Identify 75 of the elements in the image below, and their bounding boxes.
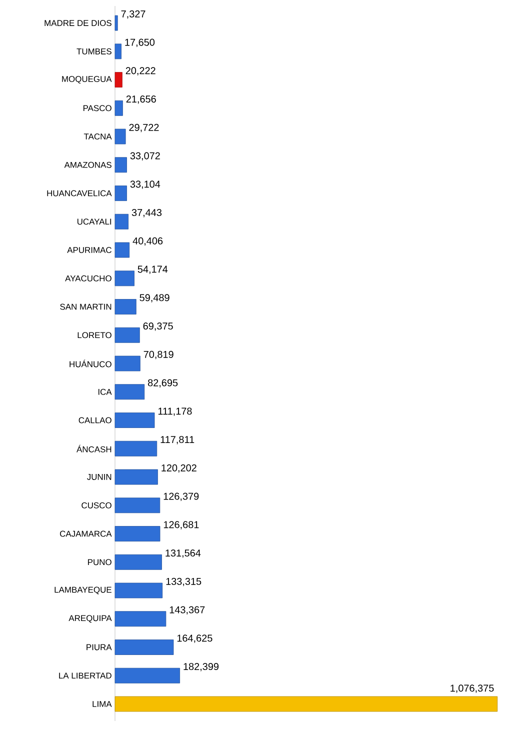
y-tick-label: TUMBES <box>76 48 112 54</box>
data-label: 29,722 <box>129 124 159 132</box>
data-label: 70,819 <box>144 350 174 360</box>
y-tick-label: APURIMAC <box>67 247 112 254</box>
bar <box>114 640 174 655</box>
y-tick-label: MOQUEGUA <box>62 76 112 84</box>
bar <box>114 469 158 485</box>
y-tick-label: PASCO <box>83 105 112 112</box>
y-tick-label: MADRE DE DIOS <box>44 20 112 26</box>
y-tick-label: PUNO <box>88 559 112 566</box>
bar <box>114 327 140 343</box>
bar <box>114 412 155 428</box>
y-tick-label: CAJAMARCA <box>60 530 112 537</box>
bar <box>114 299 136 314</box>
y-tick-label: PIURA <box>86 644 112 650</box>
data-label: 33,072 <box>130 152 160 160</box>
data-label: 69,375 <box>143 322 173 331</box>
y-tick-label: LAMBAYEQUE <box>54 586 112 594</box>
data-label: 111,178 <box>158 408 192 416</box>
y-tick-label: AREQUIPA <box>68 615 112 623</box>
data-label: 126,379 <box>164 492 199 501</box>
bar <box>114 128 126 144</box>
bar <box>114 498 160 514</box>
bar <box>114 696 498 712</box>
data-label: 20,222 <box>126 67 156 76</box>
bar <box>114 384 145 400</box>
bar <box>114 440 158 456</box>
y-tick-label: LORETO <box>78 332 112 338</box>
y-tick-label: CUSCO <box>82 502 112 508</box>
data-label: 1,076,375 <box>450 684 494 693</box>
bar <box>114 100 123 116</box>
y-tick-label: JUNIN <box>87 474 112 480</box>
data-label: 21,656 <box>126 96 156 104</box>
data-label: 59,489 <box>140 294 170 302</box>
y-tick-label: LA LIBERTAD <box>59 672 112 679</box>
y-tick-label: AMAZONAS <box>64 162 112 168</box>
bar <box>114 270 134 286</box>
data-label: 117,811 <box>160 436 194 444</box>
bar <box>114 554 162 570</box>
data-label: 131,564 <box>166 549 201 558</box>
data-label: 82,695 <box>148 379 178 388</box>
bar <box>114 611 166 627</box>
y-tick-label: UCAYALI <box>77 218 112 225</box>
data-label: 33,104 <box>130 180 160 189</box>
data-label: 133,315 <box>166 578 202 586</box>
y-tick-label: SAN MARTIN <box>60 304 112 310</box>
bar <box>114 356 140 372</box>
data-label: 120,202 <box>162 464 196 473</box>
data-label: 40,406 <box>132 237 163 246</box>
data-label: 37,443 <box>132 209 162 218</box>
y-tick-label: HUANCAVELICA <box>47 190 112 196</box>
y-tick-label: CALLAO <box>78 417 112 424</box>
bar <box>114 157 127 173</box>
bar <box>114 72 122 88</box>
y-tick-label: AYACUCHO <box>65 275 112 282</box>
bar <box>114 668 180 684</box>
y-tick-label: TACNA <box>84 134 112 140</box>
data-label: 126,681 <box>164 521 199 530</box>
data-label: 143,367 <box>170 606 205 614</box>
data-label: 17,650 <box>125 38 155 48</box>
bar <box>114 186 127 201</box>
bar <box>114 526 160 542</box>
bar <box>114 214 128 230</box>
bar <box>114 582 163 598</box>
bar <box>114 242 130 258</box>
y-tick-label: LIMA <box>92 701 112 707</box>
data-label: 7,327 <box>121 10 146 19</box>
data-label: 54,174 <box>138 266 168 274</box>
y-tick-label: ÁNCASH <box>76 444 112 452</box>
y-tick-label: ICA <box>98 388 112 395</box>
bar <box>114 44 122 60</box>
bar <box>114 15 118 31</box>
data-label: 182,399 <box>184 662 219 672</box>
data-label: 164,625 <box>177 634 212 643</box>
y-tick-label: HUÁNUCO <box>70 360 112 368</box>
